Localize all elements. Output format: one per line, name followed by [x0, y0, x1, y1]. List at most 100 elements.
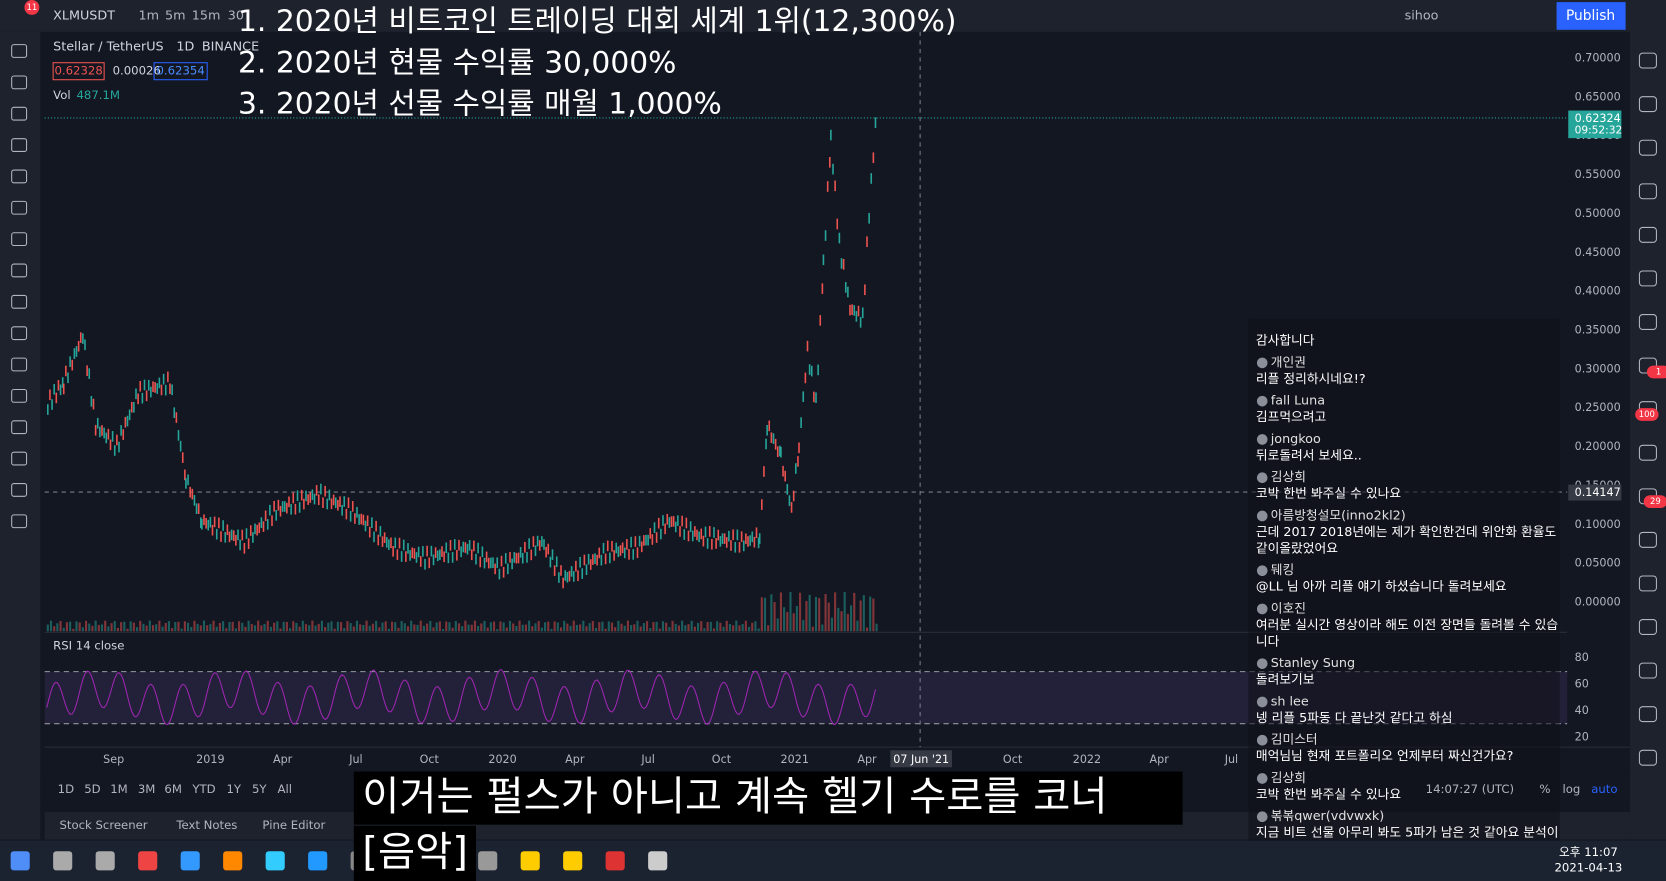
auto-toggle[interactable]: auto — [1591, 782, 1617, 796]
volume-bar — [633, 624, 636, 632]
interval[interactable]: 30 — [228, 8, 244, 23]
chat-name: 김상희 — [1271, 771, 1306, 786]
taskbar-icon[interactable] — [138, 851, 158, 871]
interval[interactable]: 5m — [165, 8, 186, 23]
volume-bar — [183, 621, 186, 632]
volume-bar — [763, 597, 767, 632]
user[interactable]: sihoo — [1405, 8, 1439, 23]
tool-icon[interactable] — [11, 451, 28, 466]
bottom-tab[interactable]: Text Notes — [175, 818, 237, 832]
sidebar-icon[interactable] — [1638, 444, 1657, 461]
time-label: Jul — [348, 753, 362, 766]
volume-bar — [591, 621, 594, 632]
volume-bar — [164, 623, 167, 632]
sidebar-icon[interactable] — [1638, 662, 1657, 679]
tool-icon[interactable] — [11, 420, 28, 435]
sidebar-icon[interactable] — [1638, 706, 1657, 723]
tool-icon[interactable] — [11, 483, 28, 497]
volume-bar — [190, 626, 193, 632]
volume-bar — [559, 627, 563, 632]
taskbar-icon[interactable] — [180, 851, 200, 871]
sidebar-icon[interactable] — [1638, 52, 1657, 69]
sidebar-icon[interactable] — [1638, 96, 1657, 113]
sidebar-icon[interactable] — [1638, 183, 1657, 200]
volume-bar — [327, 622, 330, 632]
taskbar-icon[interactable] — [53, 851, 73, 871]
taskbar-icon[interactable] — [265, 851, 285, 871]
volume-bar — [636, 620, 639, 632]
publish[interactable]: Publish — [1566, 8, 1615, 24]
volume-bar — [639, 626, 642, 632]
tool-icon[interactable] — [11, 263, 28, 278]
tool-icon[interactable] — [11, 514, 28, 529]
crosshair-price-box — [1568, 484, 1622, 501]
volume-bar — [652, 622, 655, 632]
volume-bar — [515, 625, 518, 632]
sidebar-icon[interactable] — [1638, 314, 1657, 330]
percent-toggle[interactable]: % — [1539, 782, 1550, 796]
price-axis-area — [1567, 31, 1630, 776]
tool-icon[interactable] — [11, 138, 28, 152]
time-label: Oct — [420, 753, 440, 766]
taskbar-icon[interactable] — [648, 851, 668, 871]
tool-icon[interactable] — [11, 232, 28, 247]
time-label: Jul — [640, 753, 654, 766]
volume-bar — [502, 622, 505, 632]
volume-bar — [317, 623, 320, 632]
tool-icon[interactable] — [11, 388, 28, 403]
volume-bar — [569, 625, 572, 632]
interval[interactable]: 15m — [192, 8, 221, 23]
range-button[interactable]: 1D — [58, 782, 74, 796]
volume-bar — [438, 621, 441, 632]
tool-icon[interactable] — [11, 200, 28, 215]
range-button[interactable]: 1M — [110, 782, 127, 796]
range-button[interactable]: 5Y — [252, 782, 267, 796]
time-label: Oct — [1003, 753, 1023, 766]
tool-icon[interactable] — [11, 326, 28, 341]
tool-icon[interactable] — [11, 169, 28, 184]
sidebar-icon[interactable] — [1638, 139, 1657, 156]
bottom-tab[interactable]: Pine Editor — [262, 818, 325, 832]
chat-name: 볶볶qwer(vdvwxk) — [1271, 809, 1385, 824]
range-button[interactable]: 6M — [164, 782, 181, 796]
volume-bar — [123, 621, 126, 632]
taskbar-icon[interactable] — [95, 851, 115, 871]
sidebar-icon[interactable] — [1638, 575, 1657, 592]
log-toggle[interactable]: log — [1563, 782, 1581, 796]
taskbar-icon[interactable] — [520, 851, 540, 871]
taskbar-icon[interactable] — [563, 851, 583, 871]
volume-bar — [795, 606, 798, 632]
range-button[interactable]: 5D — [84, 782, 100, 796]
open: 0.62328 — [54, 64, 102, 78]
range-button[interactable]: 1Y — [226, 782, 241, 796]
volume-bar — [100, 624, 104, 632]
chat-message: 지금 비트 선물 아무리 봐도 5파가 남은 것 같아요 분석이 — [1256, 826, 1559, 841]
range-button[interactable]: All — [278, 782, 292, 796]
taskbar-icon[interactable] — [605, 851, 625, 871]
volume-bar — [253, 625, 257, 632]
interval[interactable]: 1m — [138, 8, 159, 23]
range-button[interactable]: 3M — [138, 782, 155, 796]
tool-icon[interactable] — [11, 75, 28, 90]
bottom-tab[interactable]: Stock Screener — [60, 818, 148, 832]
publish-button-bg[interactable] — [1556, 2, 1626, 30]
tool-icon[interactable] — [11, 294, 28, 309]
symbol[interactable]: XLMUSDT — [53, 8, 115, 23]
sidebar-icon[interactable] — [1638, 619, 1657, 635]
taskbar-icon[interactable] — [478, 851, 498, 871]
tool-icon[interactable] — [11, 357, 28, 372]
range-button[interactable]: YTD — [191, 782, 215, 796]
taskbar-icon[interactable] — [223, 851, 243, 871]
volume-bar — [853, 592, 856, 632]
chat-avatar — [1256, 696, 1268, 708]
sidebar-icon[interactable] — [1638, 270, 1657, 287]
sidebar-icon[interactable] — [1638, 531, 1657, 548]
volume-bar — [850, 605, 853, 632]
volume-bar — [314, 625, 317, 632]
taskbar-icon[interactable] — [10, 851, 30, 871]
tool-icon[interactable] — [11, 106, 28, 121]
sidebar-icon[interactable] — [1638, 226, 1657, 243]
tool-icon[interactable] — [11, 44, 28, 58]
taskbar-icon[interactable] — [308, 851, 328, 871]
sidebar-icon[interactable] — [1638, 749, 1657, 766]
